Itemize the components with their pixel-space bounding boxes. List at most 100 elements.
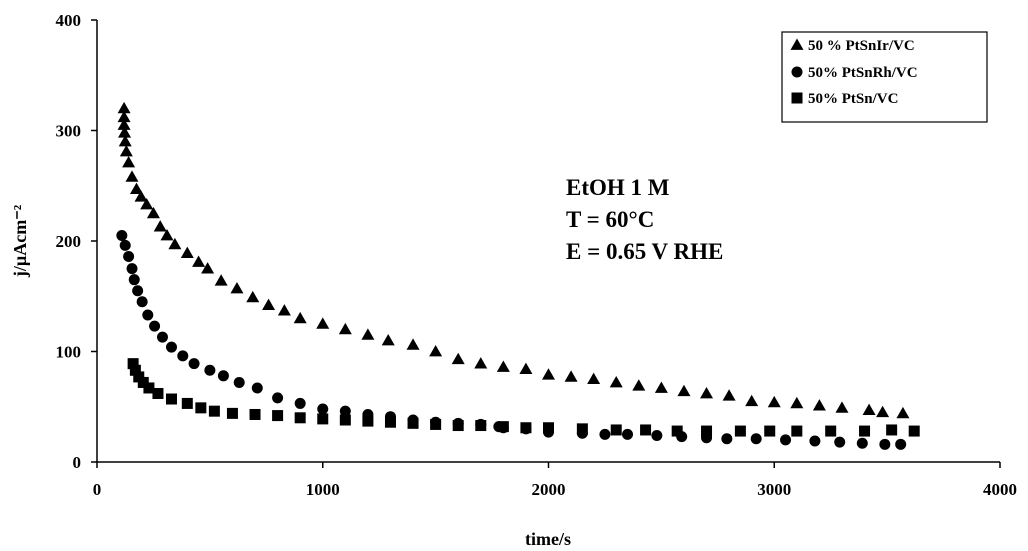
data-point-square: [640, 424, 652, 436]
data-point-square: [764, 425, 776, 437]
annotation-text: E = 0.65 V RHE: [566, 239, 723, 264]
data-point-square: [886, 424, 898, 436]
legend-label: 50% PtSn/VC: [808, 91, 898, 107]
legend-marker-square: [791, 92, 803, 104]
x-axis-title: time/s: [525, 529, 571, 549]
data-point-circle: [856, 437, 868, 449]
data-point-triangle: [361, 328, 375, 340]
data-point-circle: [780, 434, 792, 446]
data-point-circle: [188, 358, 200, 370]
data-point-triangle: [700, 386, 714, 399]
data-point-triangle: [125, 170, 139, 182]
data-point-triangle: [564, 370, 578, 382]
y-axis-title: j/µAcm⁻²: [10, 205, 30, 278]
x-tick-label: 2000: [532, 480, 566, 499]
data-point-square: [181, 397, 193, 409]
data-point-square: [734, 425, 746, 437]
data-point-triangle: [474, 357, 488, 369]
data-point-triangle: [896, 406, 910, 419]
x-tick-label: 1000: [306, 480, 340, 499]
data-point-circle: [834, 436, 846, 448]
data-point-triangle: [214, 274, 228, 286]
data-point-square: [129, 364, 141, 376]
data-point-circle: [116, 229, 128, 241]
data-point-circle: [142, 309, 154, 321]
data-point-square: [339, 414, 351, 426]
data-point-circle: [599, 428, 611, 440]
data-point-triangle: [519, 362, 533, 375]
legend-box: [781, 31, 988, 123]
data-point-triangle: [587, 372, 601, 384]
data-point-triangle: [134, 190, 148, 202]
data-point-circle: [149, 320, 161, 332]
legend-marker-triangle: [790, 38, 804, 50]
data-point-square: [791, 425, 803, 437]
data-point-triangle: [429, 345, 443, 357]
data-point-triangle: [722, 389, 736, 401]
data-point-triangle: [609, 375, 623, 388]
data-point-triangle: [745, 394, 759, 407]
data-point-square: [452, 420, 464, 432]
data-point-triangle: [180, 246, 194, 259]
data-point-square: [520, 422, 532, 434]
data-point-circle: [217, 370, 229, 382]
data-point-square: [859, 425, 871, 437]
data-point-circle: [339, 405, 351, 417]
data-point-triangle: [381, 333, 395, 346]
data-point-circle: [156, 331, 168, 343]
data-point-triangle: [654, 381, 668, 393]
data-point-circle: [233, 376, 245, 388]
data-point-circle: [750, 433, 762, 445]
data-point-square: [226, 407, 238, 419]
y-tick-label: 300: [56, 122, 82, 141]
data-point-triangle: [153, 220, 167, 232]
x-tick-label: 0: [93, 480, 102, 499]
data-point-triangle: [117, 118, 131, 130]
data-point-triangle: [122, 156, 136, 168]
data-point-square: [317, 413, 329, 425]
data-point-triangle: [677, 384, 691, 397]
data-point-circle: [177, 350, 189, 362]
data-point-triangle: [451, 352, 465, 365]
data-point-square: [133, 371, 145, 383]
data-point-square: [208, 405, 220, 417]
data-point-square: [165, 393, 177, 405]
data-point-circle: [622, 428, 634, 440]
data-point-square: [475, 420, 487, 432]
data-point-square: [294, 412, 306, 424]
data-point-triangle: [192, 255, 206, 267]
annotation-text: EtOH 1 M: [566, 175, 670, 200]
data-point-triangle: [790, 396, 804, 409]
data-point-circle: [123, 250, 135, 262]
data-point-triangle: [632, 379, 646, 391]
x-tick-label: 4000: [983, 480, 1017, 499]
data-point-square: [249, 408, 261, 420]
data-point-triangle: [130, 182, 144, 194]
legend-marker-circle: [791, 66, 803, 78]
data-point-triangle: [119, 144, 133, 157]
data-point-triangle: [117, 110, 131, 123]
data-point-square: [671, 425, 683, 437]
data-point-triangle: [338, 322, 352, 335]
data-point-triangle: [262, 298, 276, 310]
data-point-circle: [317, 403, 329, 415]
data-point-triangle: [812, 399, 826, 411]
y-tick-label: 0: [73, 453, 82, 472]
series-triangle: [117, 101, 910, 419]
data-point-circle: [136, 296, 148, 308]
data-point-circle: [294, 397, 306, 409]
data-point-square: [701, 425, 713, 437]
annotations: EtOH 1 M T = 60°C E = 0.65 V RHE: [566, 175, 723, 264]
data-point-square: [908, 425, 920, 437]
data-point-triangle: [767, 395, 781, 408]
series-layer: [116, 101, 920, 450]
data-point-circle: [721, 433, 733, 445]
data-point-triangle: [201, 262, 215, 274]
data-point-circle: [165, 341, 177, 353]
data-point-triangle: [246, 290, 260, 303]
data-point-square: [543, 422, 554, 434]
data-point-circle: [879, 438, 891, 450]
ticks: 0 1000 2000 3000 4000 0 100 200 300 400: [56, 11, 1018, 499]
data-point-triangle: [406, 338, 420, 350]
